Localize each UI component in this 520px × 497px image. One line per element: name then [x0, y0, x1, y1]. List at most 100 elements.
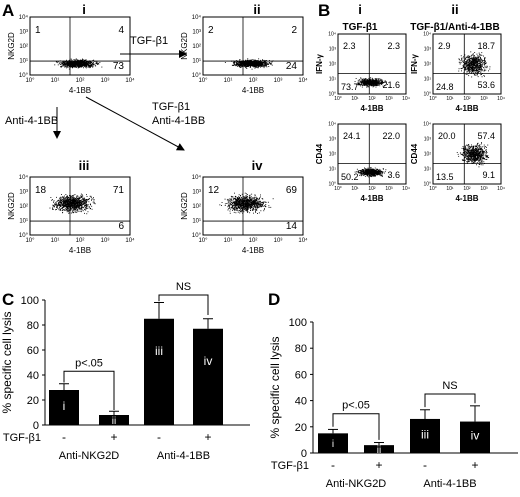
tgf-sign: - — [331, 458, 335, 472]
x-tick-label: 10³ — [385, 96, 393, 102]
x-tick-label: 10¹ — [351, 186, 359, 192]
y-tick-label: 10⁴ — [192, 14, 202, 21]
y-tick-label: 10¹ — [329, 167, 337, 173]
arrow-anti-41bb: Anti-4-1BB — [5, 107, 61, 139]
quadrant-lr: 21.6 — [382, 80, 400, 90]
y-tick-label: 10⁴ — [328, 32, 336, 38]
quadrant-ur: 22.0 — [382, 131, 400, 141]
y-tick-label: 10³ — [424, 137, 432, 143]
tgf-sign: + — [110, 430, 117, 444]
significance-label: p<.05 — [75, 357, 103, 369]
tgf-row-label: TGF-β1 — [3, 432, 41, 444]
y-tick-label: 10² — [329, 152, 337, 158]
y-axis-label: NKG2D — [180, 192, 189, 220]
y-tick-label: 10° — [328, 92, 336, 98]
flow-plot-b-ii-cd44: 10°10° 10¹ 10¹ 10² 10² 10³ 10³ 10⁴ 10⁴ 4-1BB CD44 2… — [410, 122, 505, 203]
flow-plot-a-iv: iv 10°10° 10¹ 10¹ 10² 10² 10³ 10³ 10⁴ 10⁴ 4-1BB NKG… — [180, 158, 308, 255]
x-tick-label: 10° — [334, 96, 342, 102]
quadrant-lr: 73 — [113, 61, 125, 72]
quadrant-ul: 1 — [35, 25, 41, 36]
y-tick-label: 10° — [19, 73, 29, 79]
x-tick-label: 10¹ — [446, 96, 454, 102]
plot-roman-label: iv — [252, 158, 264, 173]
x-tick-label: 10² — [76, 78, 85, 84]
dot-cloud — [224, 58, 274, 70]
y-tick-label: 80 — [295, 343, 307, 355]
significance-bracket — [158, 294, 209, 315]
quadrant-lr: 24 — [286, 61, 298, 72]
y-tick-label: 60 — [295, 369, 307, 381]
y-tick-label: 10² — [19, 44, 28, 50]
quadrant-ul: 24.1 — [343, 131, 361, 141]
y-tick-label: 10° — [192, 73, 202, 79]
panel-letter-c: C — [2, 290, 14, 309]
plot-roman-label: i — [82, 2, 86, 17]
bar-roman-label: iii — [421, 427, 429, 441]
x-tick-label: 10° — [429, 186, 437, 192]
y-tick-label: 10⁴ — [328, 122, 336, 128]
y-tick-label: 40 — [27, 370, 39, 382]
x-tick-label: 10³ — [274, 238, 283, 244]
y-tick-label: 10² — [424, 62, 432, 68]
x-tick-label: 10° — [25, 78, 35, 84]
flow-plot-b-i-ifn: 10°10° 10¹ 10¹ 10² 10² 10³ 10³ 10⁴ 10⁴ 4-1BB IFN-γ… — [315, 32, 410, 113]
quadrant-lr: 53.6 — [477, 80, 495, 90]
arrow-tgf-anti: TGF-β1 Anti-4-1BB — [85, 96, 205, 151]
b-col-i-roman: i — [358, 2, 362, 17]
arrow-tgf-anti-label-1: TGF-β1 — [152, 101, 190, 113]
y-tick-label: 10³ — [192, 190, 201, 196]
x-tick-label: 10° — [198, 238, 208, 244]
x-tick-label: 10¹ — [446, 186, 454, 192]
y-tick-label: 10³ — [192, 30, 201, 36]
x-tick-label: 10⁴ — [402, 96, 410, 102]
y-tick-label: 10¹ — [19, 59, 28, 65]
x-tick-label: 10¹ — [51, 238, 60, 244]
y-axis-label: CD44 — [410, 143, 419, 164]
y-tick-label: 10¹ — [329, 77, 337, 83]
x-axis-label: 4-1BB — [360, 104, 383, 113]
dot-cloud — [54, 58, 103, 70]
y-tick-label: 10¹ — [424, 167, 432, 173]
significance-label: NS — [176, 281, 191, 293]
x-tick-label: 10² — [463, 186, 471, 192]
quadrant-ur: 2.3 — [387, 41, 400, 51]
tgf-sign: + — [471, 458, 478, 472]
tgf-sign: - — [157, 430, 161, 444]
y-tick-label: 0 — [301, 448, 307, 460]
group-label-41bb: Anti-4-1BB — [423, 478, 476, 490]
y-tick-label: 40 — [295, 396, 307, 408]
x-axis-label: 4-1BB — [242, 246, 264, 255]
y-axis-label: NKG2D — [180, 32, 189, 60]
quadrant-ll: 73.7 — [341, 82, 359, 92]
y-tick-label: 60 — [27, 345, 39, 357]
y-tick-label: 10⁴ — [19, 174, 29, 181]
x-tick-label: 10² — [76, 238, 85, 244]
bar-chart-d: 0 20 40 60 80 100 % specific cell lysis i - ii + ii… — [268, 317, 518, 490]
y-tick-label: 10⁴ — [423, 122, 431, 128]
quadrant-lr: 9.1 — [482, 170, 495, 180]
x-tick-label: 10² — [463, 96, 471, 102]
y-tick-label: 10¹ — [424, 77, 432, 83]
x-axis-label: 4-1BB — [455, 194, 478, 203]
x-axis-label: 4-1BB — [69, 246, 91, 255]
y-tick-label: 10² — [192, 44, 201, 50]
plot-roman-label: ii — [253, 2, 260, 17]
bar-roman-label: ii — [112, 416, 116, 427]
bar-chart-c: 0 20 40 60 80 100 % specific cell lysis i - ii + ii… — [0, 281, 250, 462]
flow-plot-a-i: i 10°10° 10¹ 10¹ 10² 10² 10³ 10³ 10⁴ 10⁴ 4-1BB NKG2… — [7, 2, 135, 95]
x-tick-label: 10² — [249, 238, 258, 244]
x-tick-label: 10° — [25, 238, 35, 244]
flow-plot-b-ii-ifn: 10°10° 10¹ 10¹ 10² 10² 10³ 10³ 10⁴ 10⁴ 4-1BB IFN-γ… — [410, 32, 505, 113]
tgf-sign: + — [375, 458, 382, 472]
dot-cloud — [49, 193, 96, 215]
x-tick-label: 10² — [249, 78, 258, 84]
panel-letter-d: D — [268, 290, 280, 309]
y-tick-label: 10³ — [329, 47, 337, 53]
quadrant-lr: 6 — [118, 221, 124, 232]
y-tick-label: 10° — [19, 233, 29, 239]
y-tick-label: 10³ — [19, 30, 28, 36]
y-axis-label: IFN-γ — [315, 53, 324, 74]
flow-plot-a-iii: iii 10°10° 10¹ 10¹ 10² 10² 10³ 10³ 10⁴ 10⁴ 4-1BB NK… — [7, 158, 135, 255]
y-tick-label: 10³ — [19, 190, 28, 196]
y-tick-label: 10° — [192, 233, 202, 239]
